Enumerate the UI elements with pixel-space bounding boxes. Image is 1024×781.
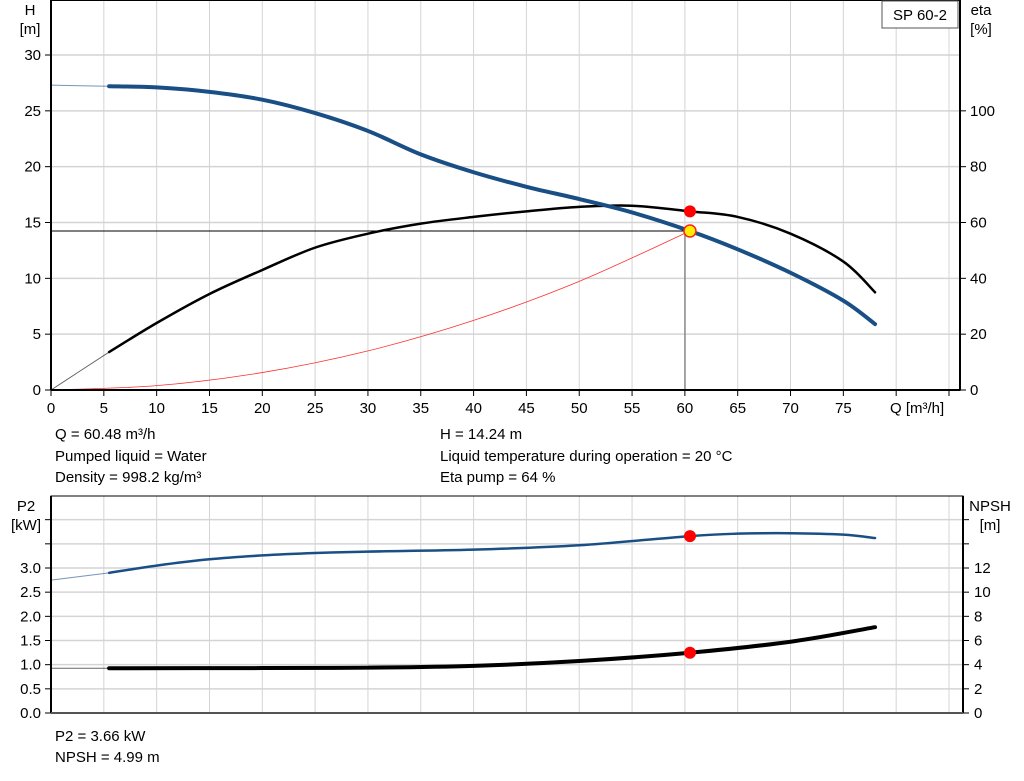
npsh-duty-point-marker	[683, 646, 696, 659]
p2-tick-label: 0.0	[20, 705, 41, 722]
eta-tick-label: 0	[970, 382, 978, 399]
eta-axis-unit: [%]	[970, 21, 992, 38]
eta-tick-label: 60	[970, 215, 987, 232]
p2-tick-label: 2.0	[20, 608, 41, 625]
h-tick-label: 10	[24, 270, 41, 287]
legend-label: SP 60-2	[893, 7, 947, 24]
efficiency-curve	[107, 204, 877, 354]
p2-curve	[107, 531, 877, 575]
h-axis-unit: [m]	[20, 21, 41, 38]
plot-frame-top	[50, 0, 961, 391]
eta-duty-point-marker	[683, 205, 696, 218]
p2-tick-label: 3.0	[20, 560, 41, 577]
info-h: H = 14.24 m	[440, 426, 522, 443]
x-tick-label: 0	[47, 400, 55, 417]
grid-bottom	[51, 496, 963, 713]
head-curve	[107, 84, 878, 327]
npsh-axis-label: NPSH	[969, 498, 1011, 515]
q-axis-label: Q [m³/h]	[890, 400, 944, 417]
info-npsh: NPSH = 4.99 m	[55, 749, 160, 766]
x-tick-label: 30	[360, 400, 377, 417]
h-tick-label: 30	[24, 47, 41, 64]
plot-frame-bottom	[50, 495, 964, 714]
x-tick-label: 10	[148, 400, 165, 417]
eta-tick-label: 40	[970, 270, 987, 287]
axes: 0 5 10 15 20 25 30 35 40 45 50 55 60 65 70 750510152025…	[20, 0, 995, 722]
eta-tick-label: 100	[970, 103, 995, 120]
x-tick-label: 25	[307, 400, 324, 417]
info-density: Density = 998.2 kg/m³	[55, 469, 201, 486]
npsh-tick-label: 8	[974, 608, 982, 625]
x-tick-label: 70	[782, 400, 799, 417]
p2-tick-label: 1.0	[20, 657, 41, 674]
p2-tick-label: 2.5	[20, 584, 41, 601]
head-duty-point-marker	[683, 224, 697, 238]
system-curve	[50, 230, 691, 391]
h-tick-label: 0	[33, 382, 41, 399]
p2-axis-label: P2	[17, 498, 35, 515]
npsh-tick-label: 6	[974, 633, 982, 650]
efficiency-curve-extrapolated	[50, 351, 110, 391]
head-curve-extrapolated	[50, 84, 110, 87]
h-tick-label: 15	[24, 215, 41, 232]
curves	[50, 84, 878, 671]
p2-tick-label: 1.5	[20, 633, 41, 650]
h-tick-label: 20	[24, 159, 41, 176]
x-tick-label: 65	[729, 400, 746, 417]
npsh-curve	[107, 625, 878, 671]
h-tick-label: 25	[24, 103, 41, 120]
info-p2: P2 = 3.66 kW	[55, 728, 146, 745]
info-temp: Liquid temperature during operation = 20…	[440, 448, 733, 465]
x-tick-label: 40	[465, 400, 482, 417]
info-q: Q = 60.48 m³/h	[55, 426, 155, 443]
info-eta: Eta pump = 64 %	[440, 469, 556, 486]
npsh-tick-label: 4	[974, 657, 982, 674]
x-tick-label: 45	[518, 400, 535, 417]
x-tick-label: 15	[201, 400, 218, 417]
npsh-tick-label: 12	[974, 560, 991, 577]
p2-axis-unit: [kW]	[11, 517, 41, 534]
x-tick-label: 50	[571, 400, 588, 417]
x-tick-label: 35	[412, 400, 429, 417]
x-tick-label: 55	[624, 400, 641, 417]
h-axis-label: H	[25, 2, 36, 19]
p2-curve-extrapolated	[50, 572, 110, 581]
x-tick-label: 60	[677, 400, 694, 417]
p2-tick-label: 0.5	[20, 681, 41, 698]
eta-tick-label: 80	[970, 159, 987, 176]
grid-top	[51, 0, 960, 390]
legend-box	[881, 0, 959, 29]
p2-duty-point-marker	[683, 530, 696, 543]
x-tick-label: 20	[254, 400, 271, 417]
npsh-tick-label: 10	[974, 584, 991, 601]
x-tick-label: 75	[835, 400, 852, 417]
eta-axis-label: eta	[971, 2, 993, 19]
npsh-tick-label: 2	[974, 681, 982, 698]
npsh-axis-unit: [m]	[980, 517, 1001, 534]
x-tick-label: 5	[100, 400, 108, 417]
eta-tick-label: 20	[970, 326, 987, 343]
info-liquid: Pumped liquid = Water	[55, 448, 207, 465]
npsh-tick-label: 0	[974, 705, 982, 722]
h-tick-label: 5	[33, 326, 41, 343]
